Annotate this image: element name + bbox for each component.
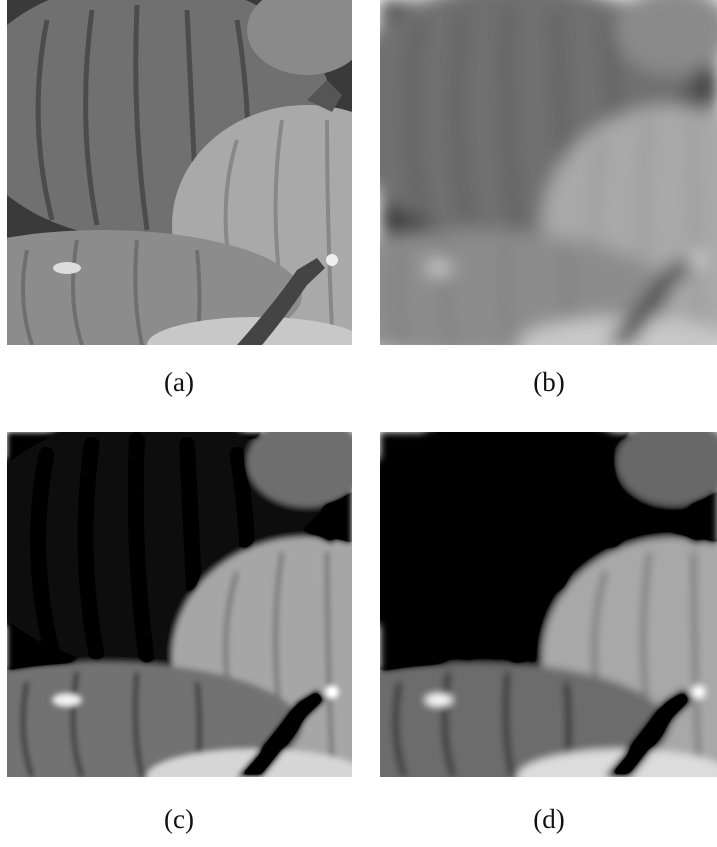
panel-label: (b): [533, 367, 564, 397]
panel-image: [0, 0, 442, 373]
figure: (a) (b) (c) (d): [0, 0, 717, 847]
panel-label: (d): [533, 804, 564, 834]
panel-image: [0, 412, 442, 805]
panel-label: (a): [164, 367, 194, 397]
panel-label: (c): [164, 804, 194, 834]
